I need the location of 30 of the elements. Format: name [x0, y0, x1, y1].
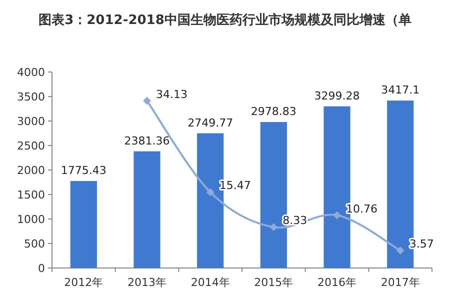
point [333, 211, 341, 220]
y-tick-label: 1000 [17, 213, 45, 226]
point [396, 246, 404, 255]
data-label: 1775.43 [60, 164, 106, 178]
data-label: 2381.36 [124, 134, 170, 148]
y-tick-label: 4000 [17, 66, 45, 79]
data-label: 3299.28 [314, 89, 360, 102]
x-tick-label: 2017年 [380, 276, 420, 289]
bar [134, 151, 160, 268]
data-label: 34.13 [156, 88, 188, 101]
x-tick-label: 2016年 [318, 276, 356, 289]
data-label: 2978.83 [250, 105, 296, 118]
data-label: 3417.1 [381, 84, 420, 97]
x-tick-label: 2013年 [128, 276, 166, 289]
y-tick-label: 3500 [17, 90, 45, 104]
point [270, 223, 278, 232]
data-label: 2749.77 [188, 116, 234, 130]
x-tick-label: 2014年 [190, 276, 230, 289]
y-tick-label: 2000 [17, 164, 45, 177]
y-tick-label: 2500 [17, 140, 45, 152]
y-tick-label: 3000 [17, 115, 45, 128]
x-tick-label: 2012年 [64, 276, 104, 289]
x-tick-label: 2015年 [254, 276, 294, 289]
y-tick-label: 500 [24, 238, 45, 250]
y-tick-label: 1500 [17, 188, 45, 202]
point [143, 96, 151, 105]
chart-title: 图表3：2012-2018中国生物医药行业市场规模及同比增速（单 [38, 12, 412, 28]
point [206, 188, 214, 196]
y-tick-label: 0 [38, 262, 45, 275]
bar [70, 181, 97, 268]
